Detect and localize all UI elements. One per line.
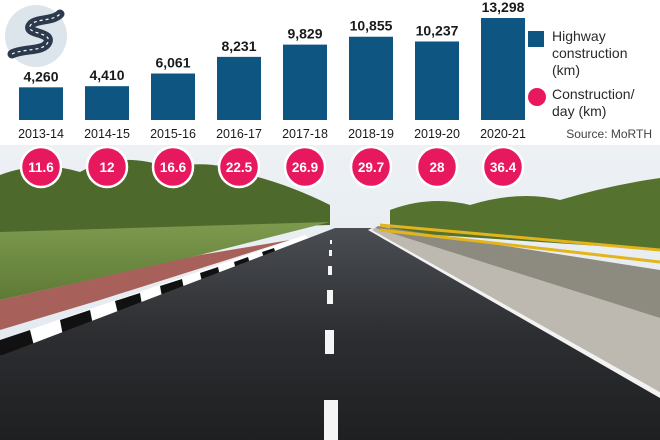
bar-value-label: 6,061 (155, 55, 190, 71)
bar-value-label: 10,855 (350, 18, 393, 34)
x-tick-label: 2018-19 (348, 127, 394, 141)
per-day-value-label: 26.9 (292, 160, 318, 175)
center-dashes (324, 240, 338, 440)
x-tick-label: 2016-17 (216, 127, 262, 141)
per-day-value-label: 29.7 (358, 160, 384, 175)
chart-panel (0, 0, 660, 145)
legend-swatch-circle (528, 88, 546, 106)
bar-2017-18 (283, 44, 327, 120)
per-day-circle (349, 145, 393, 189)
bar-value-label: 8,231 (221, 38, 256, 54)
per-day-value-label: 12 (99, 160, 114, 175)
per-day-value-label: 36.4 (490, 160, 517, 175)
bar-value-label: 9,829 (287, 26, 322, 42)
per-day-value-label: 22.5 (226, 160, 253, 175)
bar-2019-20 (415, 41, 459, 121)
per-day-circle (415, 145, 459, 189)
per-day-circle (481, 145, 525, 189)
per-day-circle (283, 145, 327, 189)
bar-chart: 4,260 2013-14 11.6 4,410 2014-15 12 6,061 2015-… (18, 0, 526, 189)
legend-label-highway: Highway construction (km) (552, 28, 628, 78)
per-day-circle (151, 145, 195, 189)
curb-stripes (0, 235, 310, 356)
legend-item-highway: Highway construction (km) (528, 28, 652, 79)
per-day-circle (85, 145, 129, 189)
x-tick-label: 2013-14 (18, 127, 64, 141)
x-tick-label: 2020-21 (480, 127, 526, 141)
x-tick-label: 2015-16 (150, 127, 196, 141)
bar-value-label: 4,410 (89, 67, 124, 83)
bar-2015-16 (151, 73, 195, 120)
yellow-railing (379, 223, 660, 264)
per-day-value-label: 16.6 (160, 160, 187, 175)
legend-label-per-day: Construction/ day (km) (552, 86, 635, 119)
per-day-value-label: 11.6 (28, 160, 54, 175)
x-tick-label: 2017-18 (282, 127, 328, 141)
winding-road-icon (5, 5, 67, 67)
bar-value-label: 4,260 (23, 68, 58, 84)
bar-2016-17 (217, 56, 261, 120)
source-note: Source: MoRTH (566, 127, 652, 141)
bar-2020-21 (481, 18, 525, 120)
legend-swatch-bar (528, 31, 544, 47)
per-day-circle (19, 145, 63, 189)
bar-2014-15 (85, 86, 129, 120)
per-day-value-label: 28 (429, 160, 445, 175)
per-day-circle (217, 145, 261, 189)
bar-2018-19 (349, 36, 393, 121)
bar-2013-14 (19, 87, 63, 120)
x-tick-label: 2019-20 (414, 127, 460, 141)
bar-value-label: 10,237 (416, 22, 459, 38)
bar-value-label: 13,298 (482, 0, 525, 15)
x-tick-label: 2014-15 (84, 127, 130, 141)
legend-item-per-day: Construction/ day (km) (528, 86, 652, 120)
